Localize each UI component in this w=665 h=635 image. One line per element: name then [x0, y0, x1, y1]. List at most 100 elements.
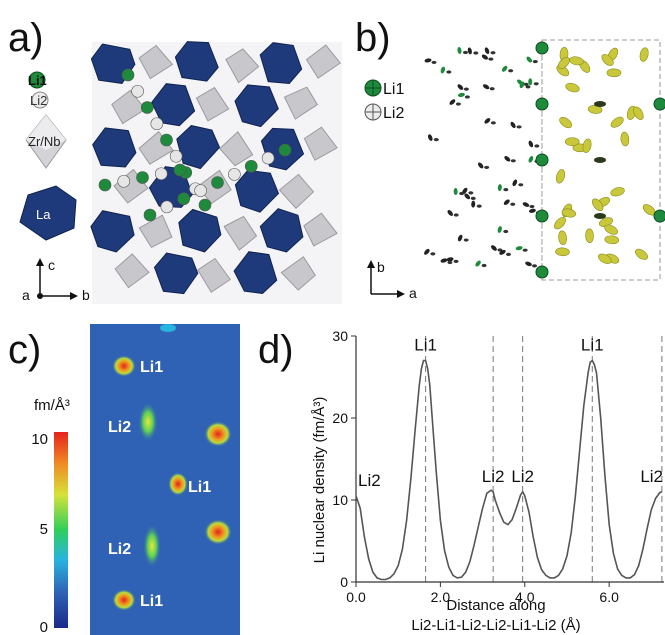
x-tick-label: 4.0 — [515, 589, 535, 605]
li-site-pair — [491, 245, 503, 252]
zrnb-legend-label: Zr/Nb — [28, 134, 61, 149]
zrnb-octahedron — [283, 86, 319, 120]
zrnb-octahedron — [303, 126, 338, 161]
density-lobe — [639, 47, 649, 62]
li-site-pair — [446, 257, 459, 263]
y-axis-label: Li nuclear density (fm/Å³) — [311, 397, 328, 564]
colorbar-tick-0: 0 — [40, 619, 48, 635]
la-polyhedron — [176, 125, 221, 170]
zrnb-octahedron — [197, 257, 232, 293]
site-label-li1: Li1 — [140, 593, 163, 610]
li-site-pair — [475, 260, 487, 268]
site-label-li2: Li2 — [108, 419, 131, 436]
li1-site — [653, 97, 665, 111]
site-label-li1: Li1 — [140, 359, 163, 376]
density-lobe — [559, 116, 573, 129]
li1-site — [177, 192, 191, 206]
li-site-pair — [447, 210, 459, 217]
li1-site — [160, 133, 173, 147]
li1-site — [136, 171, 149, 184]
density-lobe — [557, 57, 570, 70]
zrnb-octahedron — [114, 253, 150, 289]
li1-site — [173, 163, 187, 177]
zrnb-octahedron — [195, 86, 230, 122]
zrnb-octahedron — [225, 48, 260, 84]
li-site-pair — [457, 84, 469, 91]
density-lobe — [554, 217, 566, 230]
x-tick-label: 2.0 — [431, 589, 451, 605]
li-site-pair — [519, 81, 531, 89]
li2-legend-label: Li2 — [383, 105, 404, 122]
zrnb-octahedron — [278, 173, 315, 210]
li-site-pair — [440, 66, 452, 74]
li1-legend-icon — [28, 71, 46, 89]
density-lobe — [598, 253, 612, 264]
b-axis-arrow-icon — [70, 292, 78, 300]
li-site-pair — [457, 234, 469, 242]
c-axis-arrow-icon — [36, 258, 44, 266]
peak-label: Li1 — [581, 336, 604, 355]
nuclear-density-isosurface — [535, 39, 665, 281]
la-polyhedron-icon — [19, 185, 77, 241]
la-polyhedron — [174, 41, 219, 82]
li1-site — [211, 176, 224, 189]
li2-site — [160, 200, 174, 214]
li2-site — [169, 149, 183, 163]
li2-legend-icon — [31, 91, 49, 109]
panel-label-a: a) — [8, 16, 44, 60]
li1-site — [594, 101, 606, 107]
li-site-pair — [449, 99, 461, 106]
li1-site — [535, 209, 549, 223]
density-lobe — [565, 82, 580, 93]
li2-site — [154, 167, 168, 181]
li2-site — [194, 184, 207, 197]
li-site-pair — [467, 47, 479, 55]
panel-c-figure: fm/Å³ 10 5 0 Li1 Li2 Li1 Li2 Li1 — [31, 324, 240, 635]
la-legend-label: La — [36, 207, 51, 222]
li1-site — [121, 68, 135, 82]
colorbar-tick-10: 10 — [31, 431, 48, 448]
li-site-pair — [481, 54, 494, 61]
a-axis-arrow-icon — [397, 290, 405, 298]
li-site-pair — [457, 92, 470, 99]
li2-site — [228, 168, 241, 181]
density-lobe — [585, 228, 594, 244]
li-site-pair — [528, 78, 539, 86]
zrnb-octahedron — [303, 212, 338, 247]
y-tick-label: 30 — [332, 328, 348, 344]
li-site-pair — [528, 140, 540, 148]
li-site-pair — [501, 65, 514, 73]
li1-site — [594, 213, 606, 219]
li-site-pair — [515, 246, 528, 252]
peak-label: Li2 — [482, 467, 505, 486]
peak-label: Li2 — [511, 467, 534, 486]
crystal-structure-illustration — [90, 41, 342, 304]
density-lobe — [604, 224, 618, 235]
x-axis-label-line-2: Li2-Li1-Li2-Li2-Li1-Li2 (Å) — [411, 617, 580, 634]
colorbar-tick-5: 5 — [40, 521, 48, 538]
panel-a-figure: Li1 Li2 Zr/Nb La c a b — [19, 41, 342, 304]
li2-site — [131, 84, 144, 98]
li-site-pair — [424, 248, 436, 256]
axis-label-c: c — [48, 257, 55, 273]
li-site-pair — [503, 199, 516, 206]
site-label-li2: Li2 — [108, 541, 131, 558]
la-polyhedron — [92, 127, 137, 168]
density-map — [90, 324, 240, 635]
li-site-pair — [512, 179, 524, 187]
li-site-pair — [504, 156, 516, 163]
li1-site — [244, 159, 258, 173]
li2-legend-label: Li2 — [30, 93, 47, 108]
site-label-li1: Li1 — [188, 479, 211, 496]
li-site-pair — [484, 47, 496, 55]
panel-label-d: d) — [258, 328, 294, 372]
density-lobe — [591, 198, 604, 212]
colorbar-unit-label: fm/Å³ — [34, 397, 70, 414]
axis-label-a: a — [22, 287, 30, 303]
density-lobe — [558, 230, 567, 246]
panel-label-b: b) — [355, 16, 391, 60]
peak-label: Li2 — [358, 471, 381, 490]
li1-site — [143, 208, 157, 222]
li1-site — [535, 153, 549, 167]
density-lobe — [555, 247, 570, 257]
